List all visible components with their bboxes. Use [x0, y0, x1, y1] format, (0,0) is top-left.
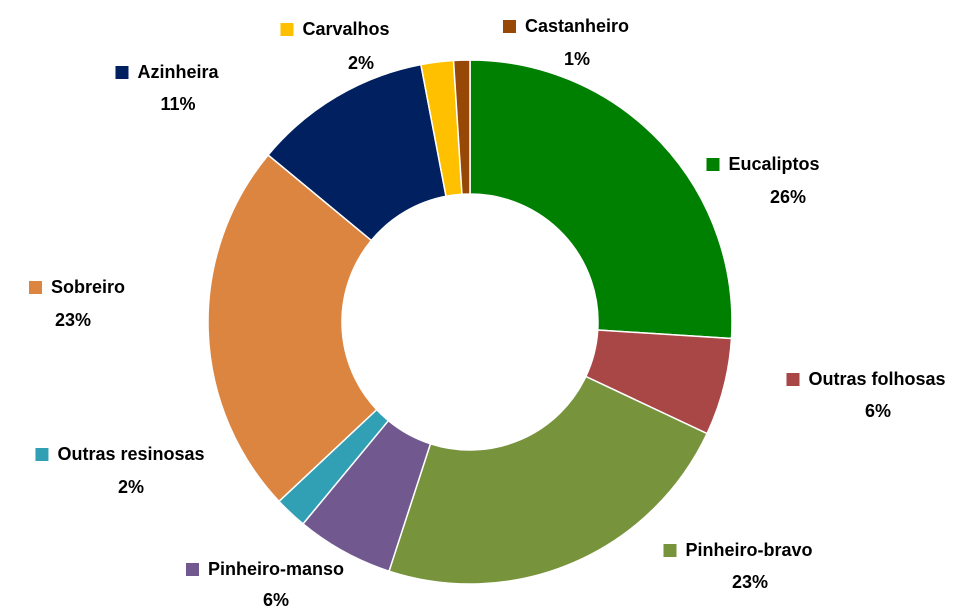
legend-key: [185, 563, 199, 576]
value-label: 23%: [732, 572, 768, 592]
value-label: 23%: [55, 310, 91, 330]
legend-key: [28, 281, 42, 294]
value-label: 2%: [118, 477, 144, 497]
category-label: Carvalhos: [302, 19, 389, 39]
value-label: 26%: [770, 187, 806, 207]
legend-key: [706, 158, 720, 171]
legend-key: [280, 23, 294, 36]
category-label: Azinheira: [137, 62, 219, 82]
value-label: 6%: [865, 401, 891, 421]
slice: [207, 153, 378, 503]
legend-key: [786, 373, 800, 386]
value-label: 6%: [263, 590, 289, 610]
slice: [388, 375, 709, 585]
legend-key: [502, 20, 516, 33]
value-label: 11%: [160, 94, 195, 114]
category-label: Pinheiro-manso: [208, 559, 344, 579]
legend-key: [115, 66, 129, 79]
category-label: Sobreiro: [51, 277, 125, 297]
category-label: Outras resinosas: [57, 444, 204, 464]
slice: [452, 59, 471, 196]
category-label: Outras folhosas: [808, 369, 945, 389]
slice: [469, 59, 733, 340]
category-label: Pinheiro-bravo: [685, 540, 812, 560]
legend-key: [663, 544, 677, 557]
value-label: 2%: [348, 53, 374, 73]
legend-key: [35, 448, 49, 461]
value-label: 1%: [564, 49, 590, 69]
category-label: Eucaliptos: [728, 154, 819, 174]
category-label: Castanheiro: [525, 16, 629, 36]
